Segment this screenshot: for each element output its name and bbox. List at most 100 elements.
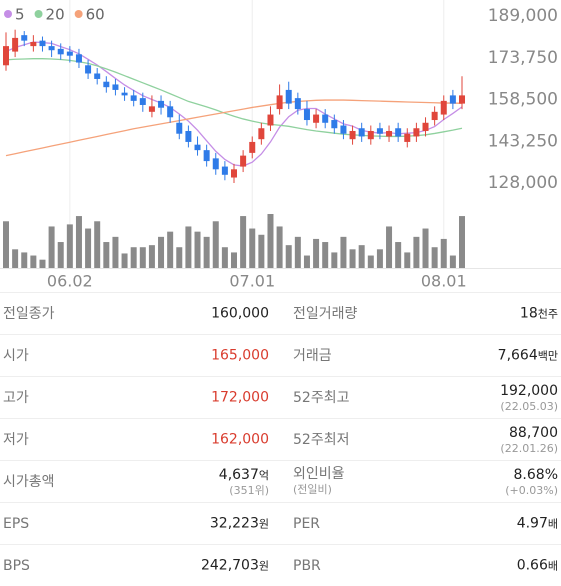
candle-body (404, 133, 411, 142)
volume-bar (167, 231, 174, 268)
value-line: 242,703원 (201, 557, 269, 573)
label-text: 외인비율 (293, 465, 345, 482)
candle-body (449, 95, 456, 104)
candle-body (112, 84, 119, 90)
volume-bar (231, 252, 237, 268)
table-cell: 거래금 7,664백만 (293, 335, 558, 376)
candle-body (440, 100, 447, 115)
value-line: 162,000 (211, 431, 269, 447)
cell-label: PBR (293, 558, 321, 574)
value-line: 160,000 (211, 305, 269, 321)
volume-bar (413, 236, 420, 268)
value-sub: (22.05.03) (500, 399, 558, 413)
legend-label: 5 (15, 6, 25, 24)
volume-bar (322, 242, 329, 268)
cell-label: 52주최저 (293, 432, 349, 448)
cell-value: 172,000 (211, 389, 269, 406)
candle-body (294, 98, 301, 110)
cell-label: 전일거래량 (293, 306, 357, 322)
volume-bar (358, 245, 365, 268)
legend-dot (74, 10, 83, 18)
value-text: 4,637 (218, 466, 259, 483)
candle-body (194, 144, 201, 151)
candle-body (240, 155, 247, 167)
y-tick-label: 173,750 (488, 48, 558, 68)
candle-body (30, 42, 37, 47)
volume-bar (112, 236, 119, 268)
volume-bar (12, 249, 19, 268)
volume-bar (349, 249, 356, 268)
candle-body (331, 120, 338, 129)
table-cell: 시가총액 4,637억 (351위) (3, 461, 269, 502)
table-cell: EPS 32,223원 (3, 503, 269, 544)
value-sub: (351위) (229, 483, 269, 497)
value-text: 88,700 (509, 424, 558, 441)
cell-value: 0.66배 (517, 557, 558, 574)
label-text: 52주최저 (293, 431, 350, 448)
candle-body (395, 128, 402, 137)
y-tick-label: 189,000 (488, 6, 558, 26)
cell-value: 162,000 (211, 431, 269, 448)
value-line: 32,223원 (210, 515, 269, 531)
volume-bar (158, 236, 165, 268)
volume-bar (121, 253, 128, 268)
table-row: 시가총액 4,637억 (351위) 외인비율 (전일비) 8.68% (+0.03%) (0, 460, 561, 502)
value-text: 192,000 (500, 382, 558, 399)
legend-dot (4, 10, 12, 18)
candle-body (139, 98, 146, 105)
value-line: 165,000 (211, 347, 269, 363)
candle-body (167, 106, 174, 118)
value-unit: 백만 (537, 349, 558, 362)
label-text: 52주최고 (293, 389, 350, 406)
candle-body (176, 122, 183, 134)
candle-body (12, 37, 19, 52)
value-unit: 원 (258, 559, 269, 572)
volume-bar (21, 252, 28, 268)
candle-body (66, 51, 73, 56)
table-cell: 고가 172,000 (3, 377, 269, 418)
table-cell: 외인비율 (전일비) 8.68% (+0.03%) (293, 461, 558, 502)
candle-body (322, 114, 329, 123)
candle-body (185, 130, 192, 142)
label-text: PER (293, 515, 321, 532)
label-text: PBR (293, 557, 321, 574)
cell-value: 32,223원 (210, 515, 269, 532)
cell-label: EPS (3, 516, 29, 532)
value-text: 18 (519, 305, 538, 321)
candle-body (21, 35, 28, 41)
volume-bar (258, 234, 265, 268)
candle-body (413, 128, 420, 137)
label-text: 고가 (3, 389, 29, 406)
volume-bar (340, 236, 347, 268)
candle-body (212, 158, 219, 170)
volume-bar (303, 255, 310, 268)
volume-bar (130, 247, 137, 268)
volume-bar (276, 226, 283, 268)
volume-bar (267, 214, 274, 268)
volume-bar (449, 255, 456, 268)
value-text: 8.68% (513, 466, 558, 483)
candle-body (203, 150, 210, 162)
value-text: 165,000 (211, 347, 269, 363)
legend-label: 20 (46, 6, 65, 24)
volume-bar (194, 231, 201, 268)
volume-bar (386, 226, 393, 268)
volume-bar (3, 221, 9, 268)
candle-body (303, 109, 310, 121)
cell-label: 고가 (3, 390, 29, 406)
volume-bar (240, 216, 247, 268)
candle-body (459, 95, 465, 104)
candle-body (231, 169, 237, 178)
table-cell: 전일종가 160,000 (3, 293, 269, 334)
label-text: 시가 (3, 347, 29, 364)
cell-value: 4,637억 (351위) (219, 467, 269, 497)
label-sub: (전일비) (293, 482, 332, 496)
value-unit: 배 (547, 559, 558, 572)
cell-value: 7,664백만 (498, 347, 558, 364)
value-line: 18천주 (520, 305, 558, 321)
label-text: EPS (3, 515, 30, 532)
candle-body (276, 95, 283, 110)
value-text: 172,000 (211, 389, 269, 405)
volume-bar (313, 238, 320, 268)
